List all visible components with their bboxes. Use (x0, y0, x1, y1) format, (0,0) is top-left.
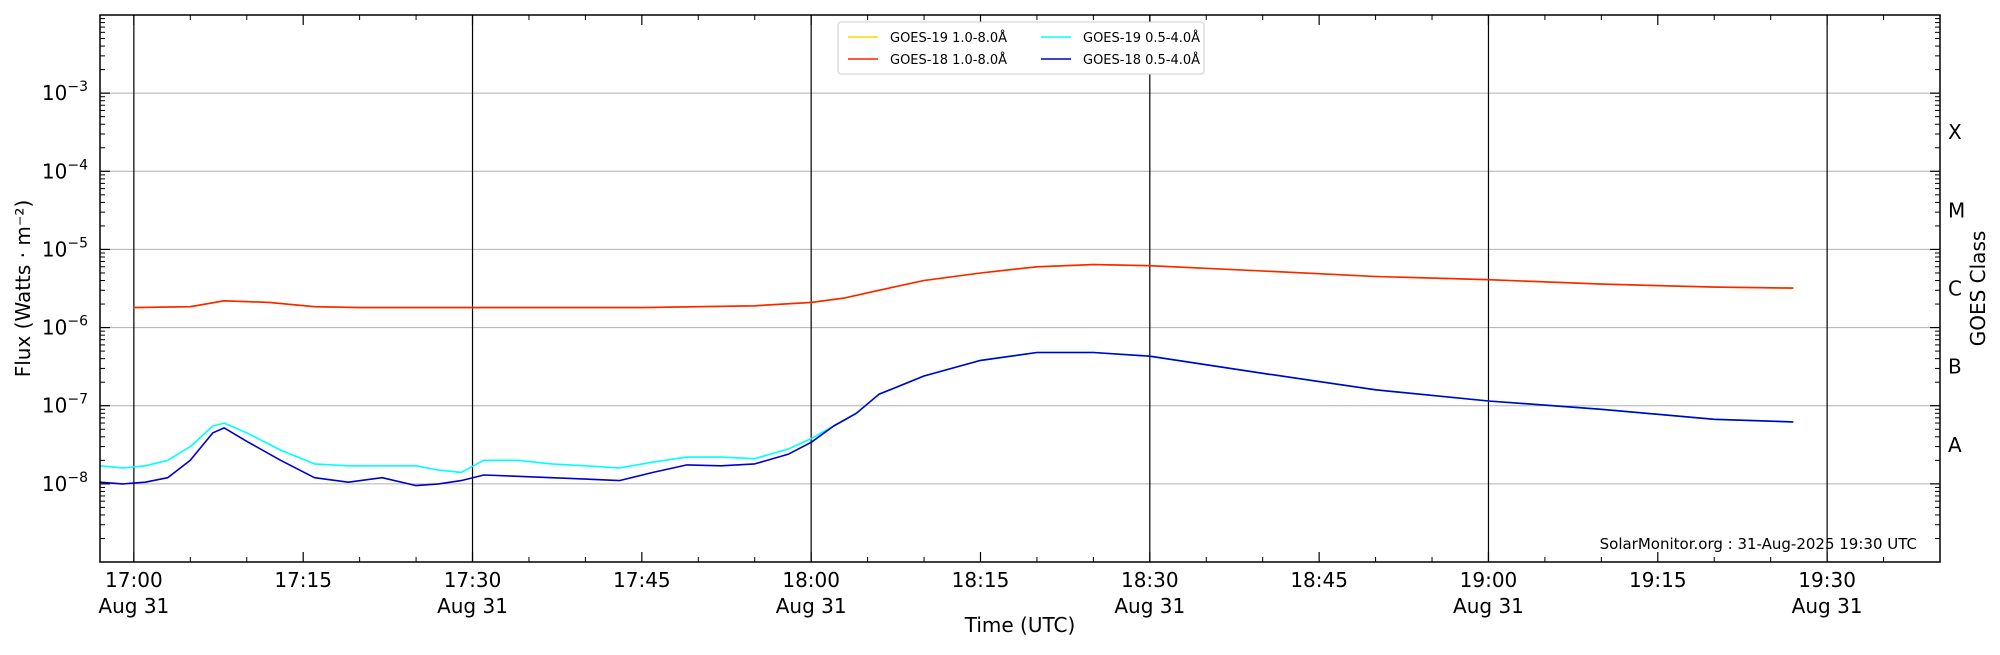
goes-class-label: A (1948, 433, 1962, 457)
x-tick-label: 17:15 (274, 568, 332, 592)
x-tick-label: 18:30 (1121, 568, 1179, 592)
x-tick-label: 18:00 (782, 568, 840, 592)
grid-layer (100, 92, 1940, 485)
x-axis-title: Time (UTC) (964, 613, 1076, 637)
y-tick-label: 10−4 (42, 157, 88, 183)
x-tick-date-label: Aug 31 (98, 594, 169, 618)
vertical-marker-layer (133, 15, 1828, 562)
y-axis-title: Flux (Watts · m⁻²) (11, 200, 35, 378)
plot-frame (99, 14, 1941, 563)
goes-class-label: M (1948, 198, 1965, 222)
legend-label: GOES-19 1.0-8.0Å (890, 30, 1007, 46)
x-tick-label: 19:00 (1460, 568, 1518, 592)
legend-label: GOES-18 0.5-4.0Å (1083, 52, 1200, 68)
y-tick-label: 10−3 (42, 79, 88, 105)
series-line (133, 263, 1794, 309)
y-tick-label: 10−7 (42, 392, 88, 418)
legend-box (837, 21, 1205, 75)
goes-class-label: C (1948, 277, 1962, 301)
x-tick-date-label: Aug 31 (1792, 594, 1863, 618)
x-tick-label: 18:45 (1290, 568, 1348, 592)
x-tick-label: 19:30 (1798, 568, 1856, 592)
x-tick-label: 18:15 (952, 568, 1010, 592)
legend-label: GOES-19 0.5-4.0Å (1083, 30, 1200, 46)
series-layer (99, 263, 1794, 487)
right-axis-title: GOES Class (1966, 231, 1990, 347)
y-tick-label: 10−6 (42, 314, 88, 340)
x-tick-label: 17:30 (444, 568, 502, 592)
x-tick-label: 19:15 (1629, 568, 1687, 592)
credit-annotation: SolarMonitor.org : 31-Aug-2025 19:30 UTC (1600, 535, 1917, 553)
legend-label: GOES-18 1.0-8.0Å (890, 52, 1007, 68)
y-tick-label: 10−5 (42, 235, 88, 261)
x-tick-label: 17:00 (105, 568, 163, 592)
series-line (133, 263, 1794, 309)
x-tick-date-label: Aug 31 (1453, 594, 1524, 618)
y-tick-label: 10−8 (42, 470, 88, 496)
tick-layer (100, 15, 1941, 562)
goes-class-label: X (1948, 120, 1962, 144)
series-line (99, 351, 1794, 487)
x-tick-label: 17:45 (613, 568, 671, 592)
goes-class-label: B (1948, 355, 1962, 379)
x-tick-date-label: Aug 31 (437, 594, 508, 618)
legend-items: GOES-19 1.0-8.0Å GOES-18 1.0-8.0Å GOES-19 … (848, 30, 1200, 68)
x-tick-date-label: Aug 31 (776, 594, 847, 618)
x-tick-date-label: Aug 31 (1114, 594, 1185, 618)
legend: GOES-19 1.0-8.0Å GOES-18 1.0-8.0Å GOES-19 … (837, 21, 1205, 75)
